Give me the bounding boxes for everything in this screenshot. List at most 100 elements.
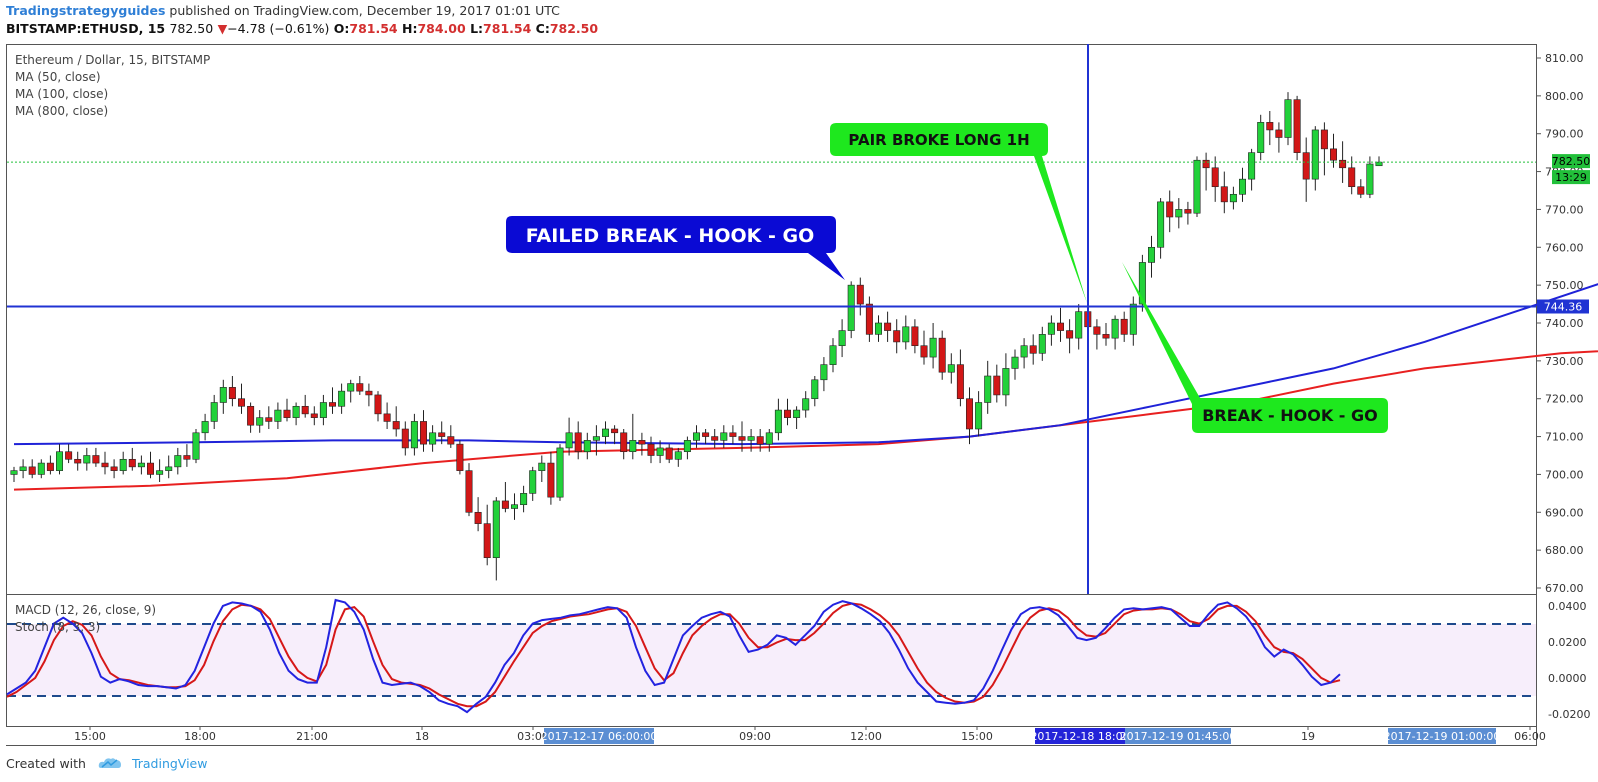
bull-candle	[874, 322, 882, 335]
time-tick-label: 15:00	[74, 730, 106, 743]
bull-candle	[538, 462, 546, 471]
price-tick-label: 680.00	[1545, 544, 1584, 557]
last-price-label: 782.50	[1552, 155, 1591, 168]
bear-candle	[1029, 345, 1037, 354]
bull-candle	[1193, 159, 1201, 214]
bear-candle	[1184, 209, 1192, 214]
callout-pair-broke-text: PAIR BROKE LONG 1H	[848, 131, 1029, 149]
bull-candle	[984, 375, 992, 403]
bull-candle	[674, 451, 682, 460]
bear-candle	[392, 421, 400, 430]
stoch-k-line	[6, 598, 1341, 714]
price-axis-ticks: 810.00800.00790.00780.00770.00760.00750.…	[1536, 52, 1584, 595]
bear-candle	[1339, 159, 1347, 169]
callout-pair-broke[interactable]: PAIR BROKE LONG 1H	[830, 123, 1087, 303]
bear-candle	[46, 462, 54, 471]
open-value: 781.54	[349, 21, 398, 36]
bull-candle	[811, 379, 819, 400]
bull-candle	[165, 466, 173, 471]
time-highlight-labels: 2017-12-17 06:00:00 2017-12-18 18:00 201…	[541, 728, 1500, 744]
bull-candle	[1011, 356, 1019, 369]
bull-candle	[219, 387, 227, 403]
ma800-legend: MA (800, close)	[15, 104, 108, 118]
time-highlight-box-1	[544, 728, 654, 744]
bear-candle	[401, 428, 409, 449]
bear-candle	[247, 405, 255, 426]
bear-candle	[438, 432, 446, 437]
bull-candle	[802, 398, 810, 411]
bull-candle	[820, 364, 828, 381]
bear-candle	[1348, 167, 1356, 188]
bull-candle	[1157, 201, 1165, 248]
bull-candle	[429, 432, 437, 445]
bull-candle	[10, 470, 18, 475]
bull-candle	[583, 440, 591, 453]
bull-candle	[19, 466, 27, 471]
bull-candle	[174, 455, 182, 468]
price-tick-label: 720.00	[1545, 393, 1584, 406]
bar-timer-label: 13:29	[1555, 171, 1587, 184]
oscillator-tick-label: 0.0200	[1548, 636, 1587, 649]
callout-pair-broke-shape	[830, 123, 1087, 303]
bull-candle	[319, 402, 327, 418]
instrument-legend: Ethereum / Dollar, 15, BITSTAMP	[15, 53, 210, 67]
bear-candle	[638, 440, 646, 445]
bull-candle	[529, 470, 537, 494]
tradingview-link[interactable]: TradingView	[131, 756, 208, 771]
bear-candle	[365, 390, 373, 396]
oscillator-tick-label: -0.0200	[1548, 708, 1590, 721]
level-price-box	[1537, 299, 1589, 314]
price-tick-label: 800.00	[1545, 90, 1584, 103]
price-pane[interactable]	[6, 44, 1537, 595]
bear-candle	[547, 462, 555, 498]
bear-candle	[147, 462, 155, 475]
callout-failed-break[interactable]: FAILED BREAK - HOOK - GO	[506, 216, 845, 280]
bull-candle	[692, 432, 700, 441]
bear-candle	[1202, 159, 1210, 169]
bull-candle	[1129, 303, 1137, 335]
callout-failed-break-shape	[506, 216, 845, 280]
price-tick-label: 730.00	[1545, 355, 1584, 368]
bear-candle	[183, 455, 191, 460]
created-with-text: Created with	[6, 756, 86, 771]
bear-candle	[738, 436, 746, 441]
bear-candle	[92, 455, 100, 464]
bull-candle	[556, 447, 564, 498]
author-link[interactable]: Tradingstrategyguides	[6, 3, 166, 18]
bull-candle	[1038, 334, 1046, 354]
macd-legend: MACD (12, 26, close, 9)	[15, 603, 156, 617]
bull-candle	[274, 409, 282, 422]
time-highlight-text-2: 2017-12-18 18:00	[1030, 730, 1129, 743]
time-highlight-box-2	[1035, 728, 1125, 744]
bear-candle	[228, 387, 236, 400]
bull-candle	[656, 447, 664, 456]
bull-candle	[765, 432, 773, 445]
bear-candle	[419, 421, 427, 445]
stoch-legend: Stoch (8, 3, 3)	[15, 620, 100, 634]
price-tick-label: 690.00	[1545, 506, 1584, 519]
bull-candle	[137, 462, 145, 468]
last-price-box	[1552, 154, 1590, 169]
callout-break-hook-go[interactable]: BREAK - HOOK - GO	[1122, 262, 1388, 433]
bull-candle	[1257, 122, 1265, 153]
bull-candle	[975, 402, 983, 430]
bull-candle	[1375, 161, 1383, 167]
bear-candle	[611, 428, 619, 434]
bull-candle	[1366, 163, 1374, 195]
bull-candle	[1284, 99, 1292, 138]
price-tick-label: 670.00	[1545, 582, 1584, 595]
bull-candle	[347, 383, 355, 392]
bull-candle	[1111, 318, 1119, 339]
published-text: published on TradingView.com, December 1…	[169, 3, 560, 18]
time-highlight-box-3	[1125, 728, 1231, 744]
time-tick-label: 19	[1301, 730, 1315, 743]
bull-candle	[929, 337, 937, 358]
bear-candle	[128, 458, 136, 468]
bull-candle	[829, 345, 837, 365]
oscillator-axis-ticks: 0.0400 0.0200 0.0000 -0.0200	[1548, 600, 1590, 721]
bull-candle	[55, 451, 63, 471]
bear-candle	[483, 523, 491, 559]
time-tick-label: 18	[415, 730, 429, 743]
bull-candle	[1047, 322, 1055, 335]
